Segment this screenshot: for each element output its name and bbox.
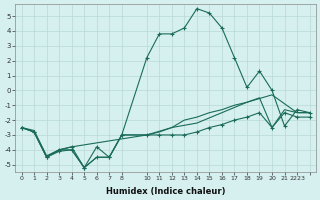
X-axis label: Humidex (Indice chaleur): Humidex (Indice chaleur)	[106, 187, 225, 196]
